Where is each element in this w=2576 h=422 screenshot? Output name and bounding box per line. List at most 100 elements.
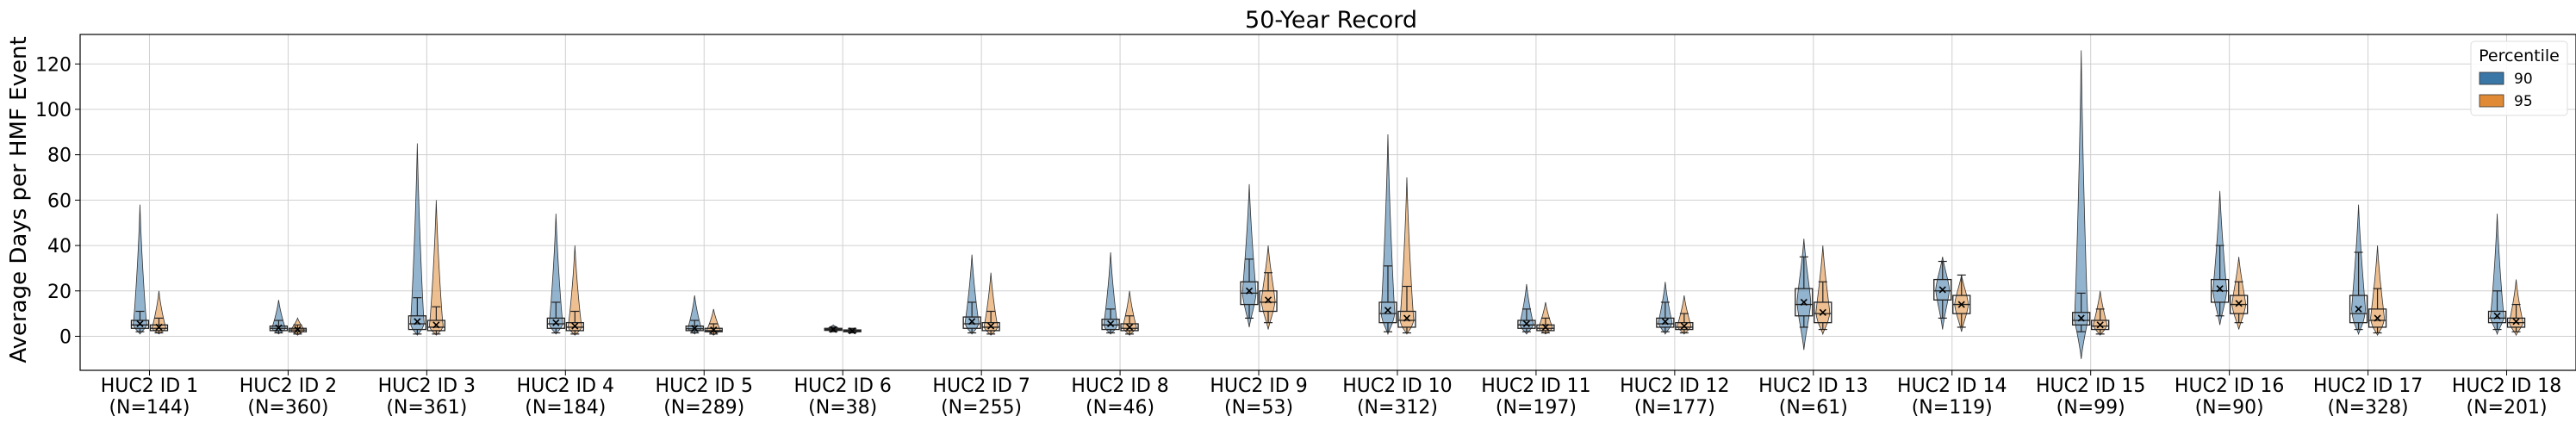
iqr-box [546,317,565,329]
legend: Percentile 90 95 [2470,40,2568,116]
mean-marker [1800,298,1808,307]
mean-marker [1680,322,1688,330]
value-spread-90 [2490,214,2504,336]
mean-marker [155,323,163,331]
box-90-16 [2210,190,2230,326]
mean-marker [275,324,283,332]
box-90-18 [2487,214,2507,336]
x-tick-label: HUC2 ID 17 [2313,375,2423,397]
value-spread-90 [409,143,425,336]
x-tick-count-label: (N=144) [109,397,190,419]
x-tick-label: HUC2 ID 9 [1210,375,1307,397]
x-tick-label: HUC2 ID 12 [1620,375,1729,397]
iqr-box [1536,324,1555,332]
x-tick-label: HUC2 ID 7 [932,375,1030,397]
mean-marker [849,327,856,335]
value-spread-95 [152,290,166,335]
box-90-10 [1378,133,1397,336]
iqr-box [408,315,427,331]
box-95-15 [2091,290,2110,336]
mean-marker [2216,285,2224,293]
iqr-box [1656,317,1675,328]
mean-marker [2512,318,2520,326]
x-tick-count-label: (N=328) [2328,397,2409,419]
mean-marker [691,325,699,332]
iqr-box [426,320,446,332]
value-spread-90 [271,300,286,335]
x-tick-count-label: (N=119) [1912,397,1993,419]
box-95-16 [2229,257,2249,330]
box-90-15 [2072,50,2091,359]
mean-marker [1541,323,1549,331]
iqr-box [1378,301,1397,324]
mean-marker [414,318,421,326]
y-axis-label: Average Days per HMF Event [6,36,32,363]
x-tick-label: HUC2 ID 2 [240,375,337,397]
box-95-6 [843,327,862,335]
box-95-5 [704,308,723,336]
x-tick-count-label: (N=38) [808,397,877,419]
box-90-11 [1517,283,1536,335]
box-90-13 [1795,239,1814,351]
value-spread-90 [548,214,563,335]
mean-marker [830,326,837,333]
iqr-box [1795,288,1814,317]
x-tick-count-label: (N=255) [941,397,1022,419]
legend-label-90: 90 [2514,71,2533,88]
iqr-box [149,324,169,332]
iqr-box [1675,322,1694,331]
y-tick-label: 60 [47,190,72,212]
box-95-9 [1259,245,1278,330]
value-spread-95 [428,200,444,336]
y-tick-label: 40 [47,236,72,258]
box-95-12 [1675,295,1694,335]
box-90-8 [1101,251,1120,335]
value-spread-90 [1935,257,1951,330]
mean-marker [432,321,440,329]
iqr-box [1397,310,1416,328]
x-tick-label: HUC2 ID 5 [656,375,753,397]
x-tick-count-label: (N=99) [2056,397,2125,419]
box-90-3 [408,143,427,336]
x-tick-label: HUC2 ID 15 [2036,375,2145,397]
legend-label-95: 95 [2514,93,2533,110]
box-95-13 [1814,245,1832,336]
mean-marker [552,319,560,326]
box-95-11 [1536,301,1555,335]
x-tick-count-label: (N=360) [247,397,328,419]
box-series [130,50,2526,359]
y-tick-label: 80 [47,146,72,167]
iqr-box [1933,278,1952,301]
mean-marker [571,322,579,330]
box-90-4 [546,214,565,335]
x-tick-count-label: (N=90) [2195,397,2264,419]
mean-marker [1938,286,1946,294]
box-95-1 [149,290,169,335]
y-axis-ticks: 0 20 40 60 80 100 120 [35,54,80,348]
legend-swatch-95 [2479,94,2504,108]
iqr-box [1101,319,1120,331]
box-95-14 [1952,274,1971,332]
x-tick-label: HUC2 ID 14 [1897,375,2007,397]
iqr-box [2072,312,2091,326]
value-spread-90 [1103,251,1118,335]
x-tick-label: HUC2 ID 10 [1342,375,1452,397]
grid-lines [80,34,2576,370]
value-spread-90 [964,254,980,335]
x-tick-label: HUC2 ID 18 [2452,375,2561,397]
value-spread-95 [983,272,999,336]
box-90-2 [269,300,289,335]
mean-marker [1661,318,1669,326]
iqr-box [962,316,981,329]
mean-marker [1957,301,1965,308]
x-tick-label: HUC2 ID 11 [1481,375,1590,397]
iqr-box [2487,310,2507,324]
x-tick-count-label: (N=289) [663,397,744,419]
box-95-2 [288,317,308,336]
box-95-18 [2506,279,2526,337]
y-tick-label: 100 [35,100,72,121]
iqr-box [565,322,584,332]
x-tick-count-label: (N=177) [1634,397,1715,419]
plot-frame [79,34,2576,371]
